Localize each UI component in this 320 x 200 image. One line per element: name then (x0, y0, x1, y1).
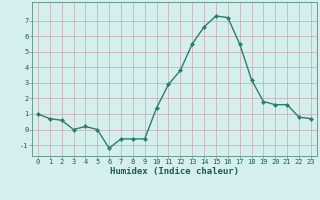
X-axis label: Humidex (Indice chaleur): Humidex (Indice chaleur) (110, 167, 239, 176)
